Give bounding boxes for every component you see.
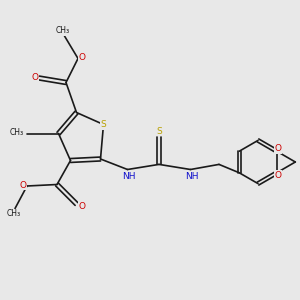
Text: O: O [19, 181, 26, 190]
Text: CH₃: CH₃ [6, 209, 21, 218]
Text: O: O [78, 202, 85, 211]
Text: CH₃: CH₃ [10, 128, 24, 137]
Text: O: O [32, 73, 39, 82]
Text: O: O [275, 171, 282, 180]
Text: S: S [100, 120, 106, 129]
Text: NH: NH [185, 172, 198, 181]
Text: O: O [275, 144, 282, 153]
Text: O: O [79, 53, 86, 62]
Text: S: S [156, 127, 162, 136]
Text: NH: NH [122, 172, 135, 181]
Text: CH₃: CH₃ [56, 26, 70, 35]
